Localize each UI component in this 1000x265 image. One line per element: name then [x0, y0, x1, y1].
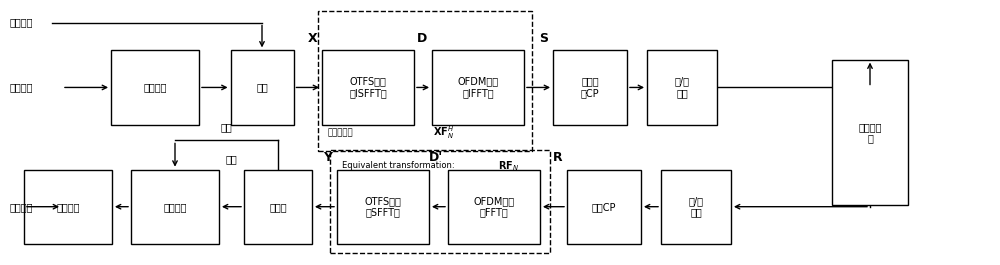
Bar [244, 170, 312, 244]
Bar [330, 150, 550, 253]
Text: OFDM调制
（IFFT）: OFDM调制 （IFFT） [457, 77, 499, 98]
Bar [647, 50, 717, 125]
Text: X: X [307, 32, 317, 45]
Bar [24, 170, 112, 244]
Text: 等价变换：: 等价变换： [328, 128, 354, 137]
Text: 数据: 数据 [221, 122, 232, 132]
Text: 符号检测: 符号检测 [56, 202, 80, 212]
Bar [230, 50, 294, 125]
Text: 复用: 复用 [256, 82, 268, 92]
Text: OTFS解调
（SFFT）: OTFS解调 （SFFT） [365, 196, 401, 218]
Text: OFDM解调
（FFT）: OFDM解调 （FFT） [473, 196, 515, 218]
Bar [131, 170, 219, 244]
Text: D: D [417, 32, 427, 45]
Text: 并/串
转换: 并/串 转换 [674, 77, 690, 98]
Text: 双选择信
道: 双选择信 道 [858, 122, 882, 143]
Text: 信道估计: 信道估计 [163, 202, 187, 212]
Text: Equivalent transformation:: Equivalent transformation: [342, 161, 457, 170]
Text: 导频: 导频 [226, 154, 237, 164]
Text: 移除CP: 移除CP [592, 202, 616, 212]
Text: 导频插入: 导频插入 [10, 17, 34, 28]
Bar [111, 50, 199, 125]
Bar [432, 50, 524, 125]
Text: D': D' [429, 151, 443, 164]
Bar [448, 170, 540, 244]
Bar [661, 170, 731, 244]
Text: 添加单
一CP: 添加单 一CP [581, 77, 599, 98]
Bar [337, 170, 429, 244]
Text: R: R [552, 151, 562, 164]
Text: 串/并
转换: 串/并 转换 [688, 196, 704, 218]
Bar [318, 11, 532, 151]
Text: OTFS调制
（ISFFT）: OTFS调制 （ISFFT） [349, 77, 387, 98]
Text: 输出比特: 输出比特 [10, 202, 34, 212]
Text: S: S [539, 32, 548, 45]
Text: 输入比特: 输入比特 [10, 82, 34, 92]
Text: 符号映射: 符号映射 [143, 82, 167, 92]
Text: Y: Y [323, 151, 332, 164]
Bar [553, 50, 627, 125]
Text: $\mathbf{XF}_{N}^{H}$: $\mathbf{XF}_{N}^{H}$ [433, 124, 454, 141]
Bar [567, 170, 641, 244]
Text: 解复用: 解复用 [269, 202, 287, 212]
Text: $\mathbf{RF}_{N}$: $\mathbf{RF}_{N}$ [498, 159, 519, 173]
Bar [322, 50, 414, 125]
Bar [832, 60, 908, 205]
